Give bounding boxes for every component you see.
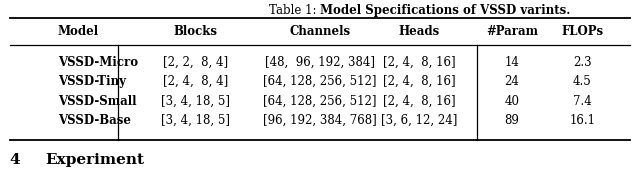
Text: [2, 2,  8, 4]: [2, 2, 8, 4]	[163, 56, 228, 69]
Text: [2, 4,  8, 16]: [2, 4, 8, 16]	[383, 56, 456, 69]
Text: FLOPs: FLOPs	[561, 25, 604, 38]
Text: [3, 4, 18, 5]: [3, 4, 18, 5]	[161, 114, 230, 127]
Text: Model Specifications of VSSD varints.: Model Specifications of VSSD varints.	[320, 4, 570, 17]
Text: [48,  96, 192, 384]: [48, 96, 192, 384]	[265, 56, 375, 69]
Text: [2, 4,  8, 16]: [2, 4, 8, 16]	[383, 75, 456, 88]
Text: VSSD-Small: VSSD-Small	[58, 95, 136, 108]
Text: 40: 40	[504, 95, 520, 108]
Text: Heads: Heads	[399, 25, 440, 38]
Text: VSSD-Tiny: VSSD-Tiny	[58, 75, 125, 88]
Text: Table 1:: Table 1:	[269, 4, 320, 17]
Text: 14: 14	[504, 56, 520, 69]
Text: VSSD-Micro: VSSD-Micro	[58, 56, 138, 69]
Text: 24: 24	[504, 75, 520, 88]
Text: [96, 192, 384, 768]: [96, 192, 384, 768]	[263, 114, 377, 127]
Text: 2.3: 2.3	[573, 56, 592, 69]
Text: [64, 128, 256, 512]: [64, 128, 256, 512]	[263, 75, 377, 88]
Text: Model: Model	[58, 25, 99, 38]
Text: [2, 4,  8, 4]: [2, 4, 8, 4]	[163, 75, 228, 88]
Text: [3, 6, 12, 24]: [3, 6, 12, 24]	[381, 114, 458, 127]
Text: 89: 89	[504, 114, 520, 127]
Text: [64, 128, 256, 512]: [64, 128, 256, 512]	[263, 95, 377, 108]
Text: [2, 4,  8, 16]: [2, 4, 8, 16]	[383, 95, 456, 108]
Text: Experiment: Experiment	[45, 153, 144, 167]
Text: #Param: #Param	[486, 25, 538, 38]
Text: VSSD-Base: VSSD-Base	[58, 114, 131, 127]
Text: [3, 4, 18, 5]: [3, 4, 18, 5]	[161, 95, 230, 108]
Text: 16.1: 16.1	[570, 114, 595, 127]
Text: 4: 4	[10, 153, 20, 167]
Text: Blocks: Blocks	[173, 25, 217, 38]
Text: 4.5: 4.5	[573, 75, 592, 88]
Text: Channels: Channels	[289, 25, 351, 38]
Text: 7.4: 7.4	[573, 95, 592, 108]
